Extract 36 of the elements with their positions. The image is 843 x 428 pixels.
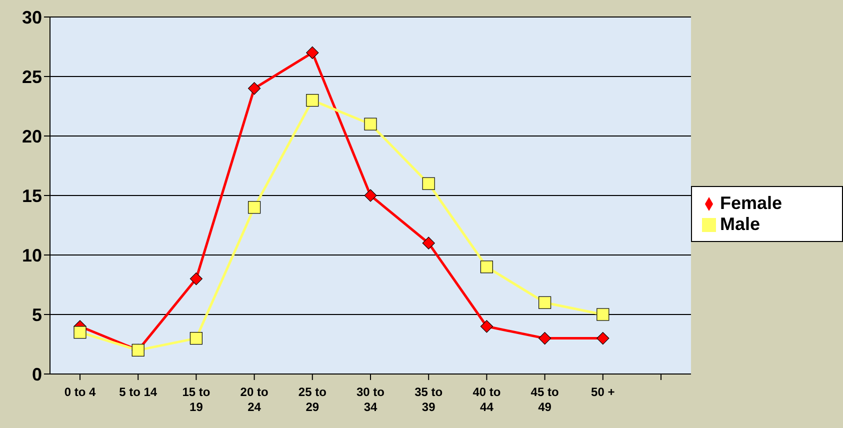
point [190, 272, 202, 286]
point [422, 236, 435, 250]
x-tick-label: 50 + [591, 385, 615, 399]
legend-label: Female [720, 193, 782, 213]
point [596, 332, 610, 345]
y-tick-label: 25 [22, 66, 42, 87]
point [422, 177, 435, 190]
legend-label: Male [720, 214, 760, 234]
x-tick-label: 30 to 34 [356, 385, 385, 414]
point [306, 46, 319, 59]
point [480, 260, 493, 274]
x-tick-label: 5 to 14 [119, 385, 158, 399]
x-tick-label: 40 to 44 [472, 385, 501, 414]
x-tick-label: 45 to 49 [530, 385, 559, 414]
y-tick-label: 15 [22, 186, 42, 206]
point [480, 320, 493, 333]
y-tick-label: 30 [22, 7, 42, 28]
point [596, 308, 610, 321]
point [538, 332, 552, 345]
y-tick-label: 0 [32, 364, 42, 384]
x-tick-label: 15 to 19 [182, 385, 210, 414]
x-tick-label: 35 to 39 [414, 385, 443, 414]
point [306, 94, 319, 107]
x-tick-label: 20 to 24 [240, 385, 268, 414]
y-tick-label: 5 [32, 304, 42, 325]
x-tick-label: 25 to 29 [298, 385, 326, 414]
x-tick-label: 0 to 4 [64, 385, 96, 399]
point [364, 189, 377, 202]
point [190, 332, 202, 345]
y-tick-label: 10 [22, 245, 42, 266]
point [538, 296, 552, 309]
point [74, 326, 86, 339]
y-tick-label: 20 [22, 126, 42, 146]
point [248, 201, 261, 214]
point [364, 118, 377, 130]
point [248, 82, 261, 95]
